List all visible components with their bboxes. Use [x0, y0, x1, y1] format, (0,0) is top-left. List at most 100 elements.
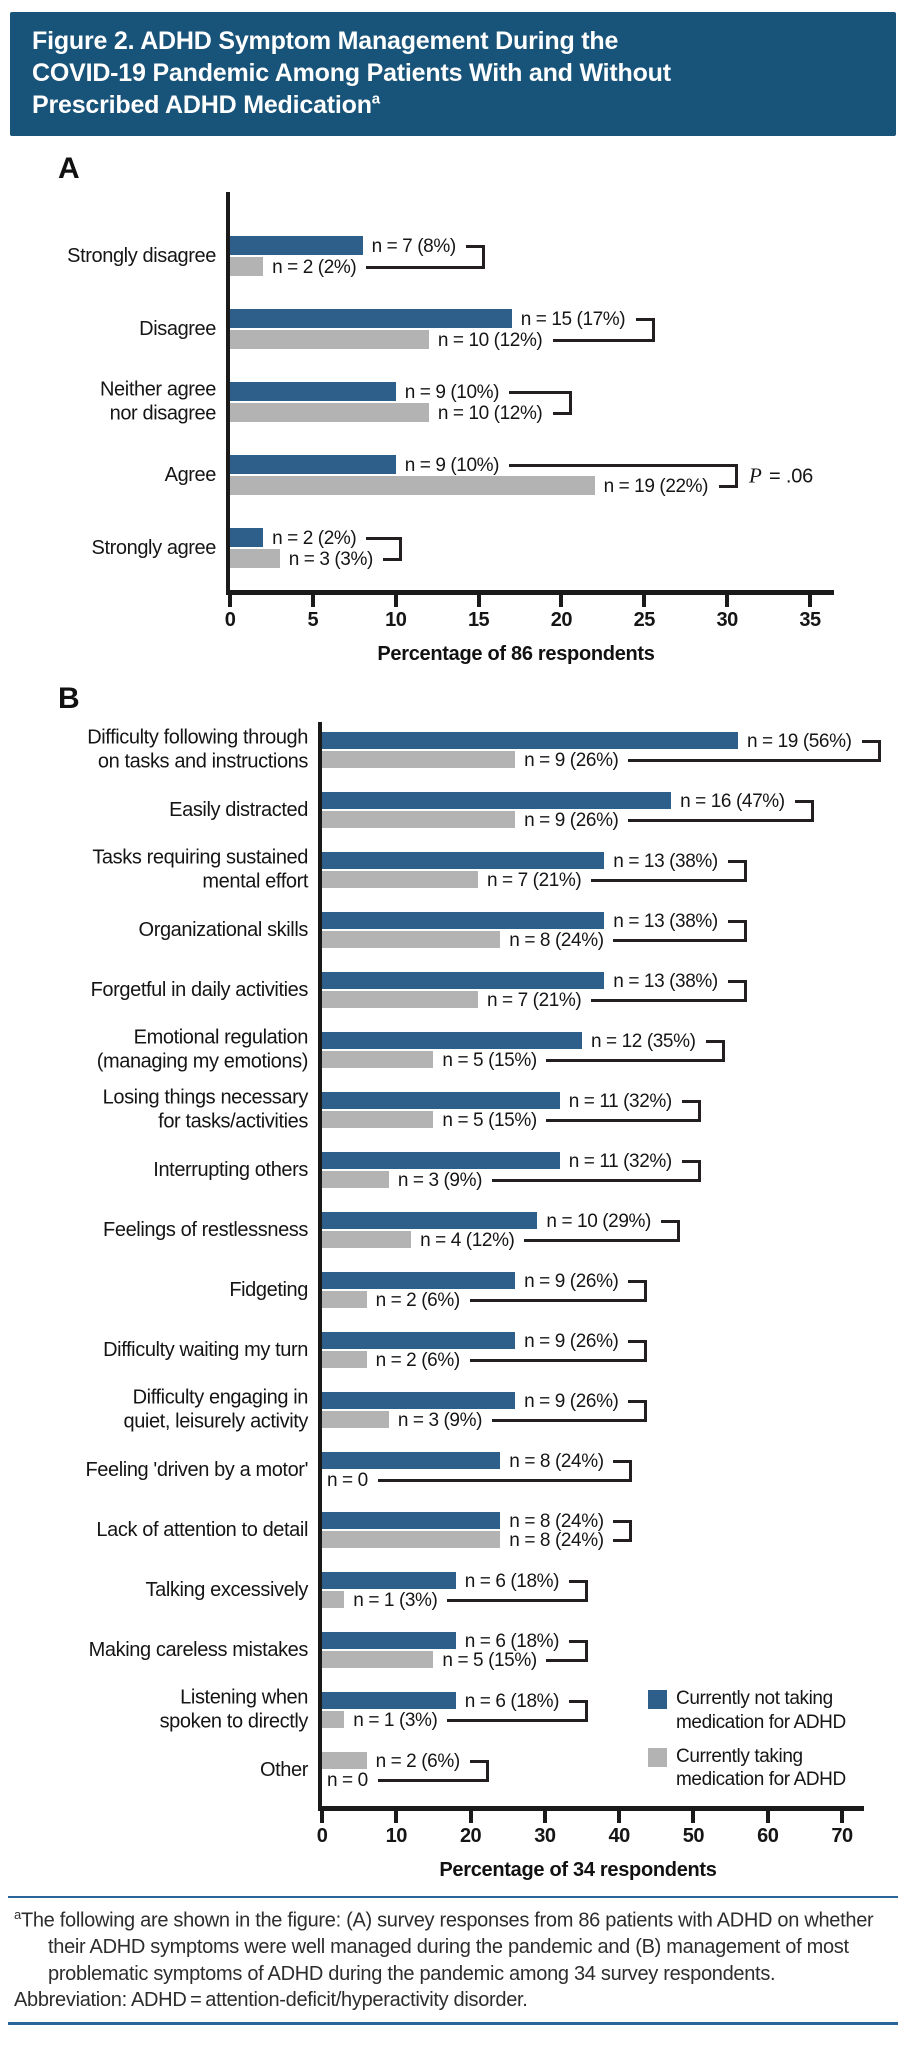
category-label: Listening when spoken to directly — [159, 1686, 309, 1733]
bracket-line — [470, 1358, 644, 1362]
axis-tick — [840, 1811, 844, 1823]
axis-tick — [393, 595, 398, 607]
bracket-line — [366, 536, 399, 540]
bar-not-taking — [322, 1572, 456, 1589]
bar-value-label: n = 7 (21%) — [487, 869, 582, 891]
panel-a-letter: A — [58, 152, 80, 185]
figure-page: Figure 2. ADHD Symptom Management During… — [0, 12, 906, 2026]
bracket-line — [744, 979, 747, 1002]
bracket-line — [698, 1099, 701, 1122]
bracket-line — [546, 1058, 722, 1062]
legend-item-taking: Currently taking medication for ADHD — [648, 1745, 868, 1793]
bracket-line — [613, 938, 744, 942]
bracket-line — [378, 1778, 486, 1782]
y-axis-line — [226, 192, 230, 590]
bar-value-label: n = 3 (9%) — [397, 1409, 483, 1431]
bar-not-taking — [322, 1692, 456, 1709]
bracket-line — [677, 1219, 680, 1242]
axis-tick — [542, 1811, 547, 1823]
axis-tick-label: 60 — [757, 1825, 779, 1847]
bracket-line — [546, 1118, 698, 1122]
figure-bottom-rule — [8, 2022, 898, 2026]
bracket-line — [728, 919, 744, 923]
bar-taking — [322, 991, 478, 1008]
bracket-line — [383, 557, 399, 561]
axis-tick — [691, 1811, 696, 1823]
bracket-line — [569, 390, 572, 415]
bar-value-label: n = 8 (24%) — [509, 929, 604, 951]
chart-grid-B: Difficulty following through on tasks an… — [30, 722, 906, 1882]
bar-value-label: n = 10 (12%) — [437, 329, 543, 351]
footnote-top-rule — [8, 1896, 898, 1898]
bar-not-taking — [322, 1632, 456, 1649]
bracket-line — [492, 1418, 644, 1422]
legend: Currently not taking medication for ADHD… — [648, 1687, 868, 1792]
bracket-line — [492, 1178, 698, 1182]
bar-taking — [230, 403, 429, 422]
bracket-line — [585, 1579, 588, 1602]
category-label: Interrupting others — [153, 1158, 308, 1181]
bar-value-label: n = 9 (10%) — [404, 454, 500, 476]
bar-not-taking — [322, 1032, 582, 1049]
x-axis-title: Percentage of 34 respondents — [439, 1859, 717, 1881]
chart-a: Strongly disagree Disagree Neither agree n… — [30, 192, 906, 666]
axis-tick-label: 20 — [550, 609, 573, 631]
category-label: Disagree — [139, 317, 216, 340]
bracket-line — [613, 1459, 629, 1463]
legend-label: Currently not taking medication for ADHD — [676, 1688, 846, 1733]
bar-value-label: n = 5 (15%) — [442, 1649, 537, 1671]
bracket-line — [629, 1519, 632, 1542]
bar-value-label: n = 11 (32%) — [568, 1090, 673, 1112]
bracket-line — [682, 1159, 698, 1163]
bar-value-label: n = 6 (18%) — [464, 1570, 560, 1592]
category-label: Tasks requiring sustained mental effort — [92, 846, 308, 893]
bracket-line — [628, 1339, 644, 1343]
legend-swatch-taking — [648, 1747, 667, 1767]
bar-not-taking — [322, 1392, 516, 1409]
y-axis-line — [318, 722, 322, 1806]
bracket-line — [591, 998, 744, 1002]
bar-value-label: n = 2 (2%) — [272, 527, 357, 549]
bracket-line — [553, 338, 652, 342]
category-column: Difficulty following through on tasks an… — [30, 722, 318, 1806]
bracket-line — [470, 1759, 486, 1763]
bracket-line — [482, 244, 485, 269]
bracket-line — [744, 859, 747, 882]
bar-value-label: n = 6 (18%) — [464, 1690, 560, 1712]
axis-tick-label: 25 — [633, 609, 656, 631]
bar-taking — [230, 549, 280, 568]
category-label: Losing things necessary for tasks/activi… — [102, 1086, 309, 1133]
category-label: Easily distracted — [169, 798, 308, 821]
bar-value-label: n = 11 (32%) — [568, 1150, 673, 1172]
bar-value-label: n = 1 (3%) — [353, 1709, 438, 1731]
bar-not-taking — [230, 382, 396, 401]
bar-not-taking — [230, 309, 512, 328]
bar-not-taking — [322, 1452, 501, 1469]
bar-taking — [322, 811, 516, 828]
bracket-line — [509, 390, 569, 394]
x-axis-title: Percentage of 86 respondents — [377, 643, 655, 665]
axis-tick-label: 40 — [608, 1825, 631, 1847]
bracket-line — [470, 1298, 644, 1302]
category-label: Agree — [164, 463, 217, 486]
bracket-line — [644, 1399, 647, 1422]
axis-tick — [765, 1811, 770, 1823]
bar-taking — [322, 1231, 412, 1248]
bracket-line — [728, 859, 744, 863]
category-label: Neither agree nor disagree — [100, 378, 216, 425]
axis-tick — [476, 595, 481, 607]
bar-value-label: n = 15 (17%) — [520, 308, 626, 330]
bar-value-label: n = 1 (3%) — [353, 1589, 438, 1611]
bar-value-label: n = 2 (6%) — [375, 1289, 461, 1311]
bar-value-label: n = 9 (26%) — [524, 1270, 619, 1292]
figure-title: Figure 2. ADHD Symptom Management During… — [32, 25, 874, 121]
bracket-line — [591, 878, 744, 882]
bracket-line — [546, 1658, 585, 1662]
footnote-abbreviation: Abbreviation: ADHD = attention-deficit/h… — [14, 1989, 528, 2012]
bar-value-label: n = 0 — [327, 1769, 368, 1791]
bar-value-label: n = 13 (38%) — [613, 970, 718, 992]
bar-not-taking — [230, 528, 264, 547]
axis-tick-label: 5 — [307, 609, 319, 631]
bar-taking — [322, 1591, 345, 1608]
bar-value-label: n = 16 (47%) — [680, 790, 785, 812]
